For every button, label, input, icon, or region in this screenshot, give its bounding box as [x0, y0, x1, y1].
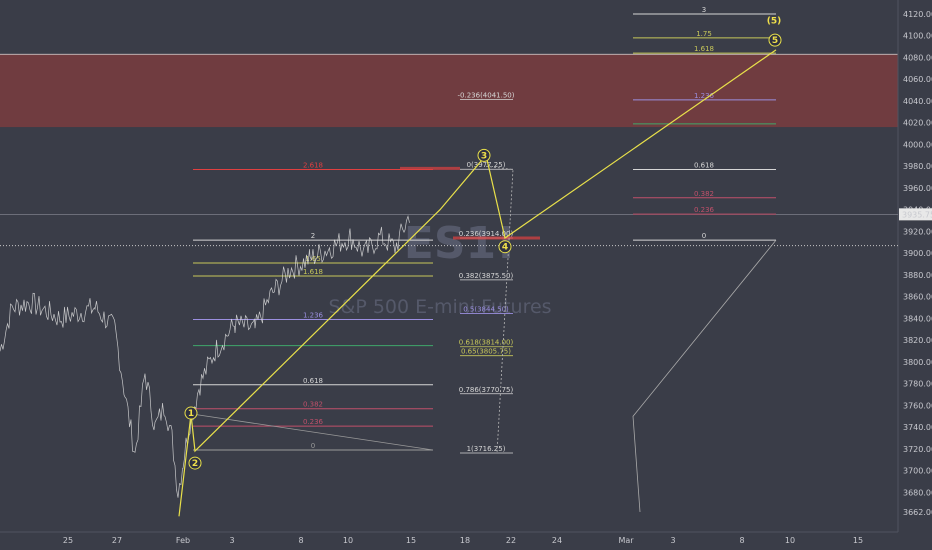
fib-mid-label: 0.618(3814.00): [459, 339, 514, 347]
y-tick-label: 3920.00: [903, 227, 932, 236]
watermark-name: S&P 500 E-mini Futures: [328, 296, 551, 318]
projection-line: [632, 239, 777, 513]
y-tick-label: 4100.00: [903, 32, 932, 41]
fib-left-label: 1.236: [303, 312, 324, 320]
wave-label-circle: [498, 240, 512, 254]
y-tick-label: 3880.00: [903, 271, 932, 280]
fib-mid-label: 0.5(3844.50): [463, 306, 509, 314]
trend-line-gray: [192, 413, 434, 451]
fib-right-label: 0.618: [694, 161, 714, 169]
x-tick-label: 8: [739, 536, 744, 545]
wave-label-circle: [768, 33, 782, 47]
x-tick-label: Mar: [618, 536, 634, 545]
fib-mid-label: 0.382(3875.50): [459, 272, 514, 280]
x-tick-label: 3: [670, 536, 675, 545]
fib-mid-label: 1(3716.25): [467, 445, 506, 453]
last-price-label: 3935.75: [902, 210, 932, 219]
fib-left-label: 0.236: [303, 418, 324, 426]
fib-mid-label: 0.65(3805.75): [461, 348, 511, 356]
wave-label-text: (5): [767, 16, 782, 26]
y-tick-label: 3780.00: [903, 380, 932, 389]
y-tick-label: 3800.00: [903, 358, 932, 367]
fib-right-label: 1.618: [694, 45, 714, 53]
fib-left-label: 0.618: [303, 377, 323, 385]
fib-left-label: 0.382: [303, 401, 323, 409]
fib-right-label: 1.236: [694, 92, 715, 100]
fib-mid-label: 0.236(3914.00): [459, 230, 514, 238]
y-tick-label: 4000.00: [903, 140, 932, 149]
x-tick-label: 24: [552, 536, 562, 545]
fib-right-label: 3: [702, 6, 706, 14]
y-tick-label: 4040.00: [903, 97, 932, 106]
y-tick-label: 3700.00: [903, 467, 932, 476]
y-tick-label: 3680.00: [903, 488, 932, 497]
y-tick-label: 3900.00: [903, 249, 932, 258]
y-tick-label: 4080.00: [903, 53, 932, 62]
y-tick-label: 4020.00: [903, 119, 932, 128]
fib-right-label: 1.75: [696, 30, 712, 38]
fib-mid-label: -0.236(4041.50): [458, 91, 515, 99]
y-tick-label: 4120.00: [903, 10, 932, 19]
fib-left-label: 1.65: [305, 255, 321, 263]
x-tick-label: Feb: [176, 536, 190, 545]
wave-label-text: 3: [481, 151, 487, 161]
fib-right-label: 0: [702, 232, 706, 240]
wave-label-text: 5: [772, 36, 778, 46]
projection-dashed: [485, 165, 514, 454]
x-tick-label: 27: [112, 536, 122, 545]
resistance-zone: [0, 54, 898, 128]
fib-left-label: 0: [311, 442, 315, 450]
wave-label-circle: [188, 456, 202, 470]
wave-label-text: 1: [188, 409, 194, 419]
x-tick-label: 3: [229, 536, 234, 545]
fib-mid-label: 0(3977.25): [467, 161, 506, 169]
x-tick-label: 10: [343, 536, 353, 545]
x-tick-label: 18: [460, 536, 470, 545]
x-tick-label: 15: [853, 536, 863, 545]
price-series: [0, 215, 410, 498]
fib-mid-label: 0.786(3770.75): [459, 386, 514, 394]
y-tick-label: 3740.00: [903, 423, 932, 432]
y-tick-label: 3980.00: [903, 162, 932, 171]
y-tick-label: 3720.00: [903, 445, 932, 454]
last-price-tag: [899, 208, 932, 221]
y-tick-label: 3760.00: [903, 401, 932, 410]
fib-left-label: 2.618: [303, 161, 323, 169]
x-tick-label: 8: [298, 536, 303, 545]
y-tick-label: 3860.00: [903, 293, 932, 302]
y-tick-label: 3820.00: [903, 336, 932, 345]
fib-right-label: 0.382: [694, 190, 714, 198]
fib-left-label: 1.618: [303, 268, 323, 276]
x-tick-label: 25: [63, 536, 73, 545]
x-tick-label: 10: [785, 536, 795, 545]
y-tick-label: 3840.00: [903, 314, 932, 323]
wave-label-text: 2: [192, 459, 198, 469]
y-tick-label: 4060.00: [903, 75, 932, 84]
wave-label-circle: [477, 148, 491, 162]
x-tick-label: 22: [506, 536, 516, 545]
fib-right-label: 0.236: [694, 206, 715, 214]
wave-label-circle: [184, 406, 198, 420]
fib-left-label: 2: [311, 232, 315, 240]
y-tick-label: 3960.00: [903, 184, 932, 193]
x-tick-label: 15: [406, 536, 416, 545]
wave-label-text: 4: [502, 243, 508, 253]
y-tick-label: 3662.00: [903, 508, 932, 517]
